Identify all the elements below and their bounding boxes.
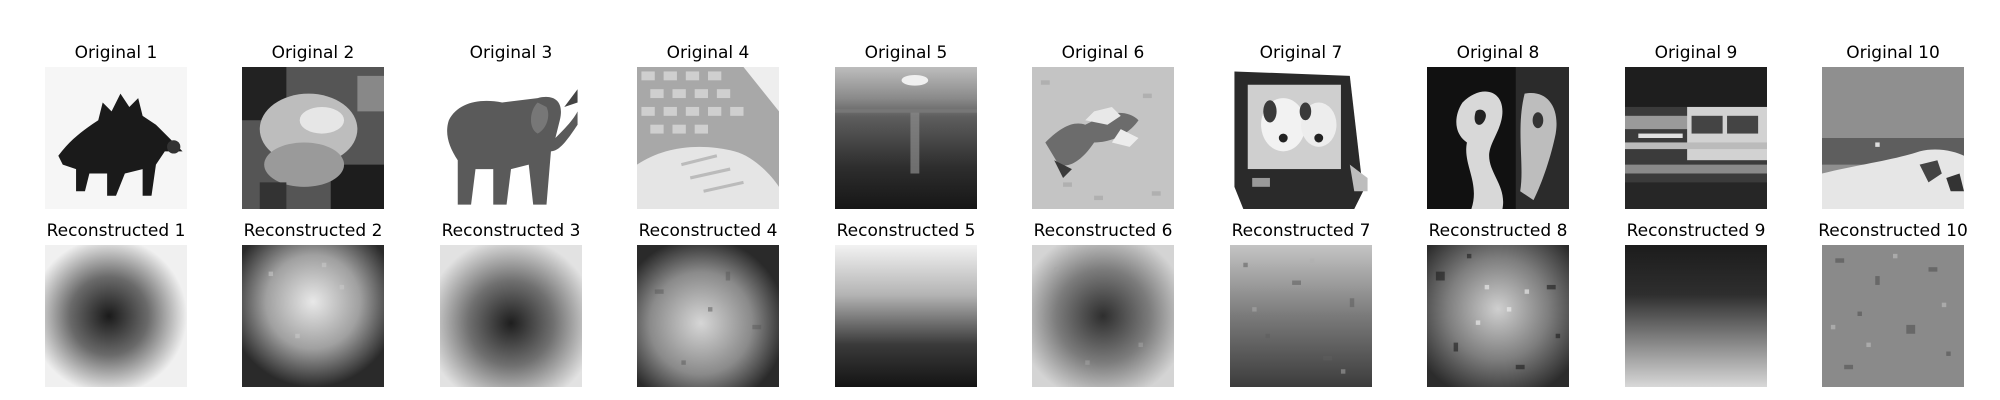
panel-title: Reconstructed 4 [638, 221, 778, 241]
panel-title: Reconstructed 3 [441, 221, 581, 241]
original-image-10 [1822, 67, 1964, 209]
reconstructed-image-10 [1822, 245, 1964, 387]
reconstructed-image-6 [1032, 245, 1174, 387]
panel-title: Original 6 [1061, 43, 1145, 63]
reconstructed-image-1 [45, 245, 187, 387]
panel-title: Reconstructed 1 [46, 221, 186, 241]
panel-title: Original 9 [1654, 43, 1738, 63]
original-image-2 [242, 67, 384, 209]
reconstructed-image-5 [835, 245, 977, 387]
reconstructed-image-4 [637, 245, 779, 387]
reconstructed-image-8 [1427, 245, 1569, 387]
original-image-8 [1427, 67, 1569, 209]
reconstructed-image-7 [1230, 245, 1372, 387]
original-image-1 [45, 67, 187, 209]
panel-title: Reconstructed 5 [836, 221, 976, 241]
panel-title: Reconstructed 2 [243, 221, 383, 241]
panel-title: Original 4 [666, 43, 750, 63]
original-image-4 [637, 67, 779, 209]
original-image-7 [1230, 67, 1372, 209]
panel-title: Original 5 [864, 43, 948, 63]
panel-title: Original 2 [271, 43, 355, 63]
panel-title: Original 3 [469, 43, 553, 63]
panel-title: Reconstructed 7 [1231, 221, 1371, 241]
panel-title: Original 7 [1259, 43, 1343, 63]
original-image-9 [1625, 67, 1767, 209]
original-image-6 [1032, 67, 1174, 209]
panel-title: Reconstructed 10 [1818, 221, 1968, 241]
panel-title: Original 10 [1846, 43, 1940, 63]
original-image-3 [440, 67, 582, 209]
original-image-5 [835, 67, 977, 209]
reconstructed-image-3 [440, 245, 582, 387]
reconstructed-image-9 [1625, 245, 1767, 387]
reconstructed-image-2 [242, 245, 384, 387]
panel-title: Original 8 [1456, 43, 1540, 63]
panel-title: Reconstructed 9 [1626, 221, 1766, 241]
panel-title: Reconstructed 6 [1033, 221, 1173, 241]
panel-title: Reconstructed 8 [1428, 221, 1568, 241]
panel-title: Original 1 [74, 43, 158, 63]
